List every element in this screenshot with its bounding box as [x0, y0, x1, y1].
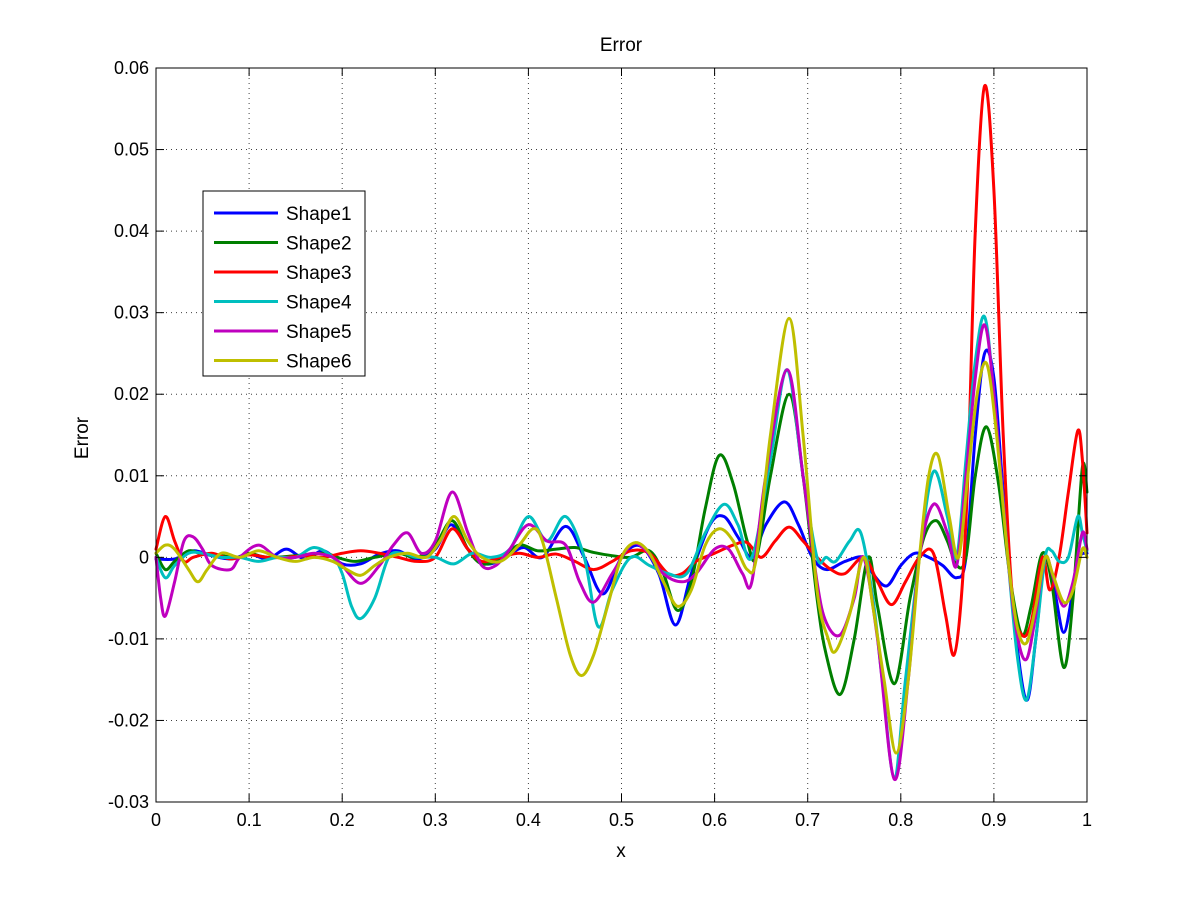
- series-line-shape3: [154, 84, 1089, 657]
- series-line-shape5: [154, 323, 1089, 781]
- x-axis-title: x: [616, 841, 626, 862]
- y-tick-label: 0.03: [114, 303, 149, 323]
- x-tick-label: 0.4: [516, 810, 541, 830]
- y-tick-label: -0.02: [108, 710, 149, 730]
- legend-items: Shape1 Shape2 Shape3 Shape4 Shape5 Shape6: [214, 204, 352, 373]
- y-tick-label: 0.02: [114, 384, 149, 404]
- y-tick-label: 0.05: [114, 140, 149, 160]
- plot-series: [154, 84, 1089, 781]
- y-tick-label: -0.01: [108, 629, 149, 649]
- series-line-shape6: [154, 316, 1089, 755]
- x-tick-label: 0: [151, 810, 161, 830]
- x-tick-label: 0.9: [981, 810, 1006, 830]
- x-tick-label: 1: [1082, 810, 1092, 830]
- y-tick-label: -0.03: [108, 792, 149, 812]
- y-tick-label: 0: [139, 547, 149, 567]
- legend-label-shape4: Shape4: [286, 293, 352, 314]
- series-line-shape2: [154, 392, 1089, 696]
- legend-label-shape6: Shape6: [286, 352, 352, 373]
- x-tick-label: 0.8: [888, 810, 913, 830]
- y-tick-labels: -0.03 -0.02 -0.01 0 0.01 0.02 0.03 0.04 0.05 0.06: [108, 58, 149, 812]
- y-tick-label: 0.06: [114, 58, 149, 78]
- x-tick-label: 0.2: [330, 810, 355, 830]
- y-tick-label: 0.04: [114, 221, 149, 241]
- x-tick-label: 0.1: [237, 810, 262, 830]
- x-tick-labels: 0 0.1 0.2 0.3 0.4 0.5 0.6 0.7 0.8 0.9 1: [151, 810, 1092, 830]
- legend-label-shape1: Shape1: [286, 204, 352, 225]
- legend-label-shape5: Shape5: [286, 322, 352, 343]
- y-axis-title: Error: [72, 416, 93, 459]
- axis-ticks: [155, 67, 1088, 803]
- chart-title: Error: [600, 35, 643, 56]
- legend-label-shape2: Shape2: [286, 234, 352, 255]
- x-tick-label: 0.3: [423, 810, 448, 830]
- x-tick-label: 0.5: [609, 810, 634, 830]
- x-tick-label: 0.7: [795, 810, 820, 830]
- legend: Shape1 Shape2 Shape3 Shape4 Shape5 Shape6: [202, 190, 366, 377]
- legend-label-shape3: Shape3: [286, 263, 352, 284]
- legend-box: [202, 190, 366, 377]
- x-tick-label: 0.6: [702, 810, 727, 830]
- y-tick-label: 0.01: [114, 466, 149, 486]
